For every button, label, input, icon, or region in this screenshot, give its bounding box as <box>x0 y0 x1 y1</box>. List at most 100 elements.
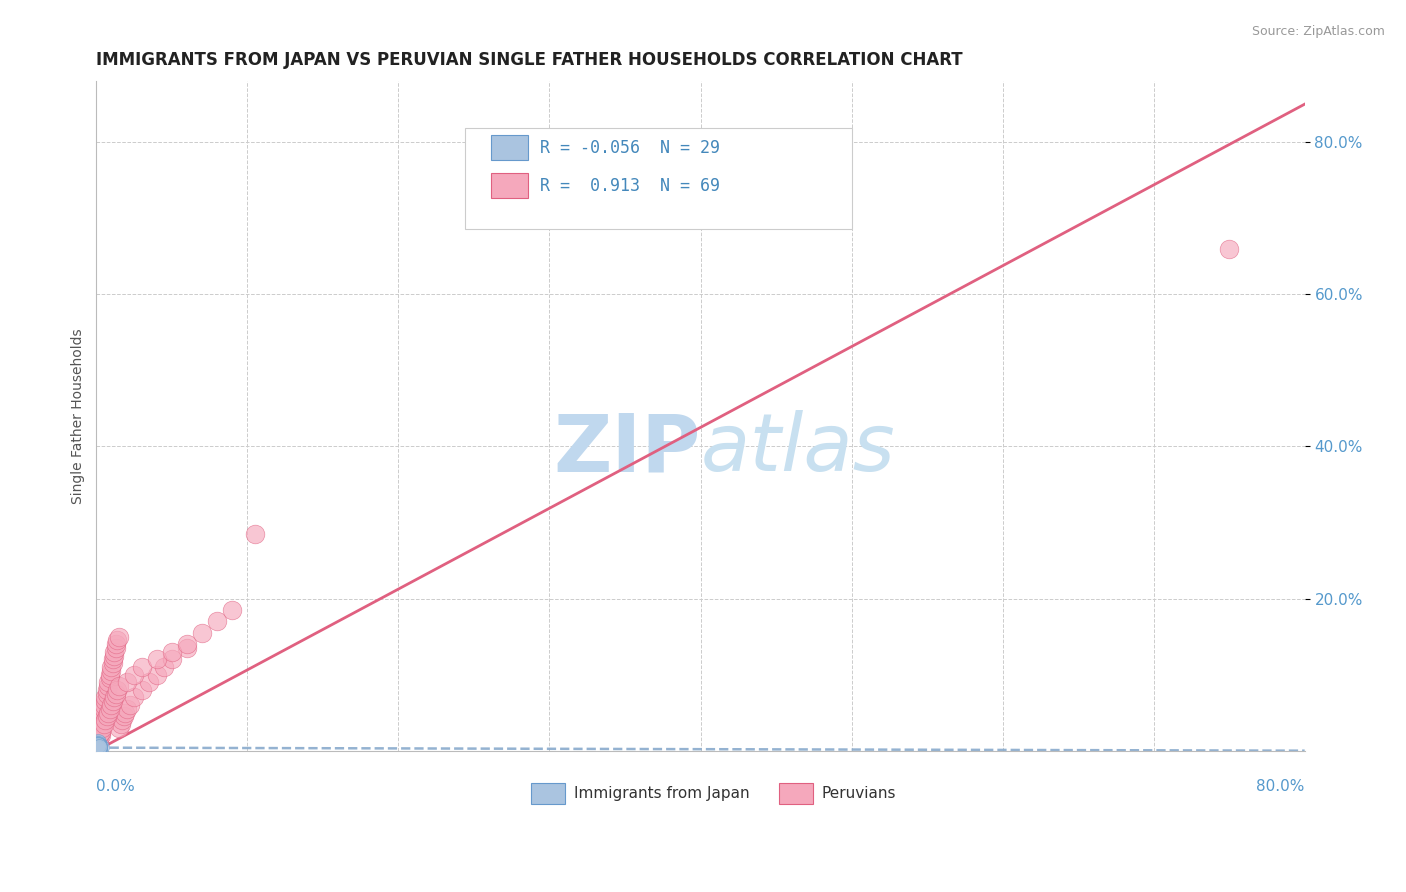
Point <box>118 698 141 712</box>
Point <box>93 698 115 712</box>
Point <box>131 682 153 697</box>
Point <box>145 652 167 666</box>
Point <box>89 739 111 753</box>
Point <box>160 652 183 666</box>
Point <box>221 603 243 617</box>
Point <box>89 741 111 756</box>
Text: 0.0%: 0.0% <box>97 779 135 794</box>
Point <box>89 739 111 753</box>
Bar <box>492 135 527 161</box>
Point <box>90 724 112 739</box>
Point <box>94 694 117 708</box>
Point <box>89 736 111 750</box>
Point <box>89 729 111 743</box>
Text: Peruvians: Peruvians <box>821 786 896 801</box>
Point <box>87 737 110 751</box>
Point <box>115 702 138 716</box>
Point <box>89 739 111 753</box>
Point <box>160 645 183 659</box>
Point <box>131 660 153 674</box>
Point <box>101 694 124 708</box>
Point <box>176 640 198 655</box>
Text: R =  0.913  N = 69: R = 0.913 N = 69 <box>540 177 720 194</box>
Point <box>90 724 112 739</box>
Bar <box>492 173 527 199</box>
Point <box>87 741 110 756</box>
Point <box>107 682 129 697</box>
Point <box>87 739 110 753</box>
Point <box>138 675 160 690</box>
Point <box>90 721 112 735</box>
Point <box>108 630 131 644</box>
Point <box>91 709 114 723</box>
Point <box>103 648 125 663</box>
Point <box>122 690 145 705</box>
Point <box>100 698 122 712</box>
Point <box>94 713 117 727</box>
Point <box>87 742 110 756</box>
FancyBboxPatch shape <box>465 128 852 228</box>
Point <box>87 739 110 754</box>
Point <box>110 717 132 731</box>
Point <box>93 717 115 731</box>
Point <box>87 740 110 755</box>
Point <box>97 706 120 720</box>
Point <box>87 738 110 752</box>
Bar <box>779 783 813 805</box>
Point <box>101 657 124 671</box>
Point <box>89 740 111 755</box>
Point <box>111 713 134 727</box>
Point <box>87 737 110 751</box>
Point <box>98 672 121 686</box>
Text: atlas: atlas <box>700 410 896 489</box>
Point <box>87 740 110 755</box>
Point <box>153 660 176 674</box>
Point <box>104 637 127 651</box>
Point <box>89 739 111 753</box>
Point <box>91 721 114 735</box>
Point <box>89 742 111 756</box>
Point <box>145 667 167 681</box>
Point <box>91 717 114 731</box>
Point <box>96 687 118 701</box>
Point <box>205 615 228 629</box>
Point <box>115 675 138 690</box>
Point <box>87 736 110 750</box>
Point <box>87 738 110 752</box>
Point <box>90 739 112 754</box>
Point <box>87 739 110 753</box>
Point <box>1218 242 1240 256</box>
Point <box>104 640 127 655</box>
Point <box>103 645 125 659</box>
Point <box>87 739 110 754</box>
Point <box>101 652 124 666</box>
Point <box>112 709 135 723</box>
Point <box>87 741 110 756</box>
Point <box>100 664 122 678</box>
Point <box>90 729 112 743</box>
Point <box>98 667 121 681</box>
Point <box>87 741 110 756</box>
Y-axis label: Single Father Households: Single Father Households <box>72 328 86 504</box>
Point <box>87 735 110 749</box>
Point <box>243 527 266 541</box>
Point <box>87 738 110 752</box>
Text: 80.0%: 80.0% <box>1257 779 1305 794</box>
Point <box>98 702 121 716</box>
Point <box>87 742 110 756</box>
Point <box>114 706 136 720</box>
Point <box>176 637 198 651</box>
Point <box>87 741 110 756</box>
Point <box>91 713 114 727</box>
Bar <box>531 783 565 805</box>
Point <box>87 739 110 754</box>
Point <box>89 732 111 747</box>
Point <box>100 660 122 674</box>
Text: Immigrants from Japan: Immigrants from Japan <box>574 786 749 801</box>
Text: Source: ZipAtlas.com: Source: ZipAtlas.com <box>1251 25 1385 38</box>
Point <box>103 690 125 705</box>
Point <box>97 675 120 690</box>
Point <box>122 667 145 681</box>
Point <box>108 721 131 735</box>
Point <box>89 739 111 754</box>
